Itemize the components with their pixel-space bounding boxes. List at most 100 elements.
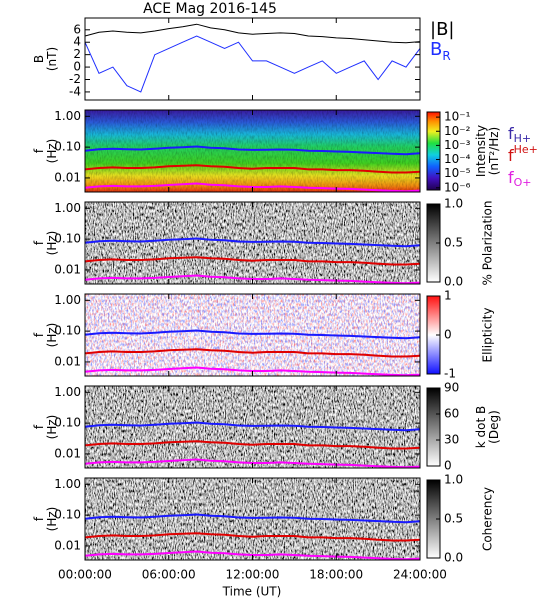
spectrogram-texture bbox=[85, 202, 420, 284]
colorbar-tick-label: 0.5 bbox=[444, 236, 463, 250]
y-tick-label: 0 bbox=[73, 60, 81, 74]
colorbar-label: (nT²/Hz) bbox=[487, 127, 501, 175]
legend-text: |B| bbox=[430, 19, 454, 40]
legend-text: f bbox=[508, 146, 514, 165]
series-line bbox=[84, 348, 421, 358]
series-line bbox=[84, 329, 421, 340]
legend-text: B bbox=[430, 39, 442, 60]
colorbar-tick-label: 10⁻⁵ bbox=[444, 166, 471, 180]
legend-subscript: R bbox=[442, 49, 450, 63]
colorbar bbox=[426, 111, 441, 191]
panel: 1.000.100.01f (Hz)10⁻¹10⁻²10⁻³10⁻⁴10⁻⁵10⁻… bbox=[32, 109, 538, 195]
colorbar-tick-label: 10⁻² bbox=[444, 124, 471, 138]
y-axis-label: (Hz) bbox=[45, 139, 59, 164]
y-axis-label: f bbox=[32, 148, 46, 153]
series-line bbox=[84, 513, 421, 524]
series-line bbox=[84, 532, 421, 542]
y-axis-label: f bbox=[32, 332, 46, 337]
y-tick-label: 1.00 bbox=[54, 477, 81, 491]
panel: 1.00 0.10 0.01 f (Hz) 0 30 60 90 k dot B (Deg) bbox=[32, 381, 501, 473]
legend-subscript: O+ bbox=[514, 176, 532, 189]
legend-text: f bbox=[508, 124, 514, 143]
plot-frame bbox=[84, 17, 421, 101]
legend-text: f bbox=[508, 168, 514, 187]
colorbar-tick-label: 0.0 bbox=[444, 551, 463, 565]
colorbar-tick-label: 1.0 bbox=[444, 473, 463, 487]
legend-entry: fH+ bbox=[508, 124, 531, 146]
y-tick-label: 1.00 bbox=[54, 109, 81, 123]
series-line bbox=[84, 23, 421, 44]
y-axis-label: (Hz) bbox=[45, 415, 59, 440]
colorbar-label: Intensity bbox=[474, 125, 488, 177]
y-tick-label: 0.10 bbox=[54, 416, 81, 430]
colorbar-tick-label: 1 bbox=[444, 289, 452, 303]
y-axis-label: f bbox=[32, 516, 46, 521]
y-tick-label: 0.10 bbox=[54, 232, 81, 246]
colorbar-tick-label: 10⁻³ bbox=[444, 138, 471, 152]
y-axis-label: B bbox=[32, 55, 46, 63]
legend-entry: fHe+ bbox=[508, 143, 538, 165]
colorbar-label: Coherency bbox=[481, 487, 495, 551]
legend-subscript: H+ bbox=[514, 132, 532, 145]
series-line bbox=[84, 35, 421, 93]
series-line bbox=[84, 164, 421, 174]
colorbar-tick-label: 60 bbox=[444, 407, 459, 421]
x-axis-label: Time (UT) bbox=[222, 585, 282, 599]
colorbar-tick-label: 0.5 bbox=[444, 512, 463, 526]
panel: 1.00 0.10 0.01 f (Hz) 0.0 0.5 1.0 % Polarization bbox=[32, 197, 495, 289]
chart-title: ACE Mag 2016-145 bbox=[143, 1, 277, 17]
spectrogram-texture bbox=[85, 386, 420, 468]
spectrogram-texture bbox=[85, 110, 420, 192]
y-tick-label: 1.00 bbox=[54, 385, 81, 399]
colorbar-label: (Deg) bbox=[487, 410, 501, 444]
legend-superscript: He+ bbox=[514, 143, 538, 156]
y-axis-label: (Hz) bbox=[45, 231, 59, 256]
x-tick-label: 24:00:00 bbox=[393, 568, 447, 582]
colorbar-label: % Polarization bbox=[481, 201, 495, 286]
series-line bbox=[84, 145, 421, 156]
y-tick-label: 0.01 bbox=[54, 538, 81, 552]
spectrogram-texture bbox=[85, 478, 420, 560]
y-axis-label: (Hz) bbox=[45, 507, 59, 532]
x-tick-label: 18:00:00 bbox=[309, 568, 363, 582]
y-axis-label: (nT) bbox=[45, 47, 59, 71]
series-line bbox=[84, 237, 421, 248]
y-tick-label: 0.10 bbox=[54, 508, 81, 522]
spectrogram-texture bbox=[85, 294, 420, 376]
colorbar-tick-label: 10⁻⁶ bbox=[444, 180, 471, 194]
y-tick-label: 1.00 bbox=[54, 201, 81, 215]
legend-entry: BR bbox=[430, 39, 451, 63]
colorbar-tick-label: 0 bbox=[444, 328, 452, 342]
x-tick-label: 12:00:00 bbox=[226, 568, 280, 582]
colorbar-tick-label: 0.0 bbox=[444, 275, 463, 289]
series-line bbox=[84, 421, 421, 432]
series-line bbox=[84, 440, 421, 450]
panel: 1.00 0.10 0.01 f (Hz) -1 0 1 Ellipticity bbox=[32, 289, 495, 381]
colorbar bbox=[426, 387, 441, 467]
y-tick-label: 0.01 bbox=[54, 170, 81, 184]
y-tick-label: -2 bbox=[69, 72, 81, 86]
colorbar-tick-label: 30 bbox=[444, 433, 459, 447]
colorbar-tick-label: 1.0 bbox=[444, 197, 463, 211]
y-axis-label: f bbox=[32, 240, 46, 245]
y-tick-label: 0.01 bbox=[54, 262, 81, 276]
panel: 1.00 0.10 0.01 00:00:00 06:00:00 12:00:00 18:0… bbox=[32, 473, 495, 582]
y-tick-label: 4 bbox=[73, 35, 81, 49]
colorbar-tick-label: 0 bbox=[444, 459, 452, 473]
colorbar-label: k dot B bbox=[474, 406, 488, 448]
y-tick-label: -4 bbox=[69, 84, 81, 98]
y-axis-label: (Hz) bbox=[45, 323, 59, 348]
y-tick-label: 0.01 bbox=[54, 354, 81, 368]
colorbar-tick-label: -1 bbox=[444, 367, 456, 381]
colorbar-tick-label: 90 bbox=[444, 381, 459, 395]
y-tick-label: 0.10 bbox=[54, 140, 81, 154]
colorbar-tick-label: 10⁻¹ bbox=[444, 110, 471, 124]
colorbar-tick-label: 10⁻⁴ bbox=[444, 152, 471, 166]
y-tick-label: 1.00 bbox=[54, 293, 81, 307]
x-tick-label: 00:00:00 bbox=[58, 568, 112, 582]
y-tick-label: 2 bbox=[73, 47, 81, 61]
legend-entry: fO+ bbox=[508, 168, 532, 190]
